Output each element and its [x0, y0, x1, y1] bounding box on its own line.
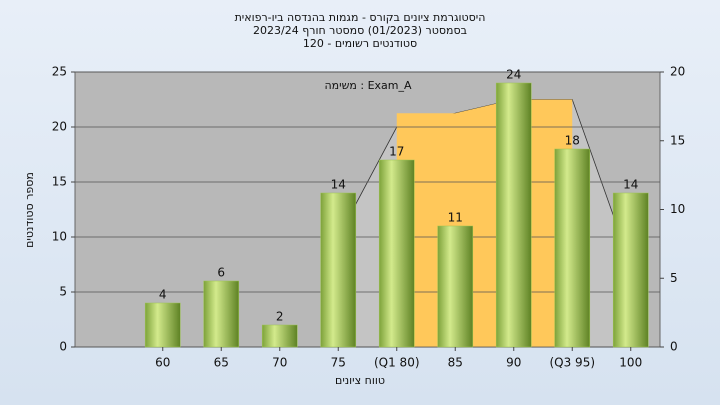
bar	[261, 324, 298, 348]
chart-title: היסטוגרמת ציונים בקורס - מגמות בהנדסה בי…	[235, 11, 486, 24]
bar	[320, 192, 357, 348]
y-axis-label: מספר סטודנטים	[23, 172, 36, 248]
data-label: 18	[565, 134, 580, 148]
y-tick-label: 25	[52, 65, 67, 79]
bar	[495, 82, 532, 348]
bars-layer: 4 6 2 14 17 11 24 18 14	[144, 68, 649, 348]
chart-subtitle: בסמסטר (01/2023) סמסטר חורף 2023/24	[253, 24, 467, 37]
y-tick-label: 15	[52, 175, 67, 189]
data-label: 14	[331, 178, 346, 192]
data-label: 17	[389, 145, 404, 159]
area	[396, 99, 573, 347]
y-tick-label: 10	[52, 230, 67, 244]
x-tick-label: 60	[155, 356, 170, 370]
data-label: 11	[448, 211, 463, 225]
annotation: משימה : Exam_A	[324, 79, 412, 92]
y2-tick-label: 20	[670, 65, 685, 79]
x-tick-label: 100	[619, 356, 642, 370]
x-tick-label: 70	[272, 356, 287, 370]
x-tick-label: (Q1 80)	[374, 356, 420, 370]
x-tick-label: 85	[448, 356, 463, 370]
bar	[437, 225, 474, 348]
y-tick-label: 20	[52, 120, 67, 134]
x-axis-label: טווח ציונים	[335, 374, 385, 387]
y2-tick-label: 15	[670, 133, 685, 147]
bar	[203, 280, 240, 348]
x-tick-label: 75	[331, 356, 346, 370]
x-tick-label: 90	[506, 356, 521, 370]
y-tick-label: 0	[59, 340, 67, 354]
bar	[378, 159, 415, 348]
y2-tick-label: 10	[670, 202, 685, 216]
data-label: 4	[159, 288, 167, 302]
bar	[144, 302, 181, 348]
data-label: 24	[506, 68, 521, 82]
y2-tick-label: 0	[670, 340, 678, 354]
bar	[612, 192, 649, 348]
y-tick-label: 5	[59, 285, 67, 299]
x-tick-label: 65	[214, 356, 229, 370]
bar	[554, 148, 591, 348]
data-label: 2	[276, 310, 284, 324]
data-label: 6	[217, 266, 225, 280]
data-label: 14	[623, 178, 638, 192]
x-tick-label: (Q3 95)	[549, 356, 595, 370]
y2-tick-label: 5	[670, 271, 678, 285]
chart-subtitle: סטודנטים רשומים - 120	[303, 37, 417, 50]
